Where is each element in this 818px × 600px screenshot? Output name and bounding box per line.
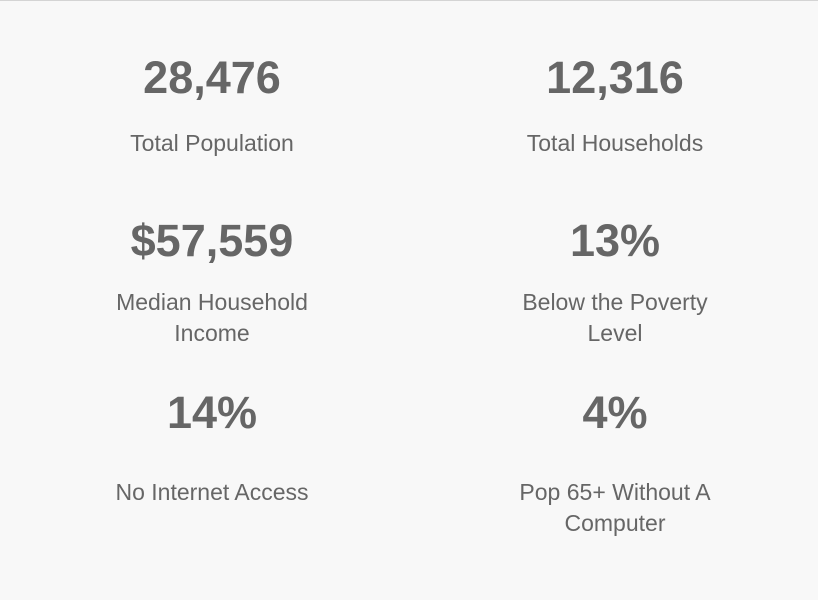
stat-value: 28,476 [143,52,281,103]
stat-label: Total Households [526,130,704,156]
stat-value: 14% [166,387,258,438]
stat-value: 12,316 [546,52,684,103]
stat-label: Median Household Income [116,289,308,346]
stat-label: Total Population [130,130,294,156]
stat-value: 13% [569,215,661,266]
stat-label: Pop 65+ Without A Computer [519,479,711,536]
stat-label: Below the Poverty Level [522,289,708,346]
stat-value: 4% [582,387,648,438]
stat-label: No Internet Access [115,479,309,505]
stat-value: $57,559 [130,215,294,266]
